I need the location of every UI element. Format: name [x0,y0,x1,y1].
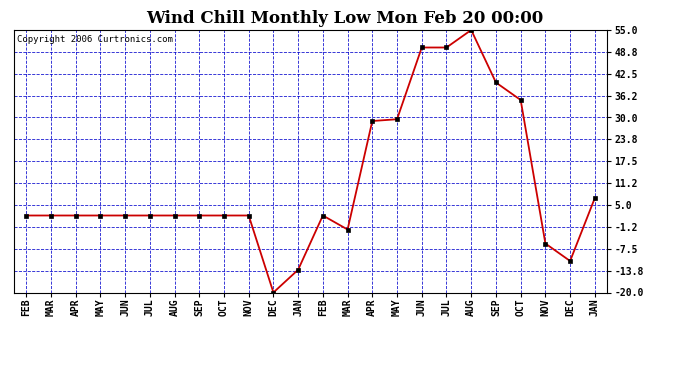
Text: Wind Chill Monthly Low Mon Feb 20 00:00: Wind Chill Monthly Low Mon Feb 20 00:00 [146,10,544,27]
Text: Copyright 2006 Curtronics.com: Copyright 2006 Curtronics.com [17,35,172,44]
